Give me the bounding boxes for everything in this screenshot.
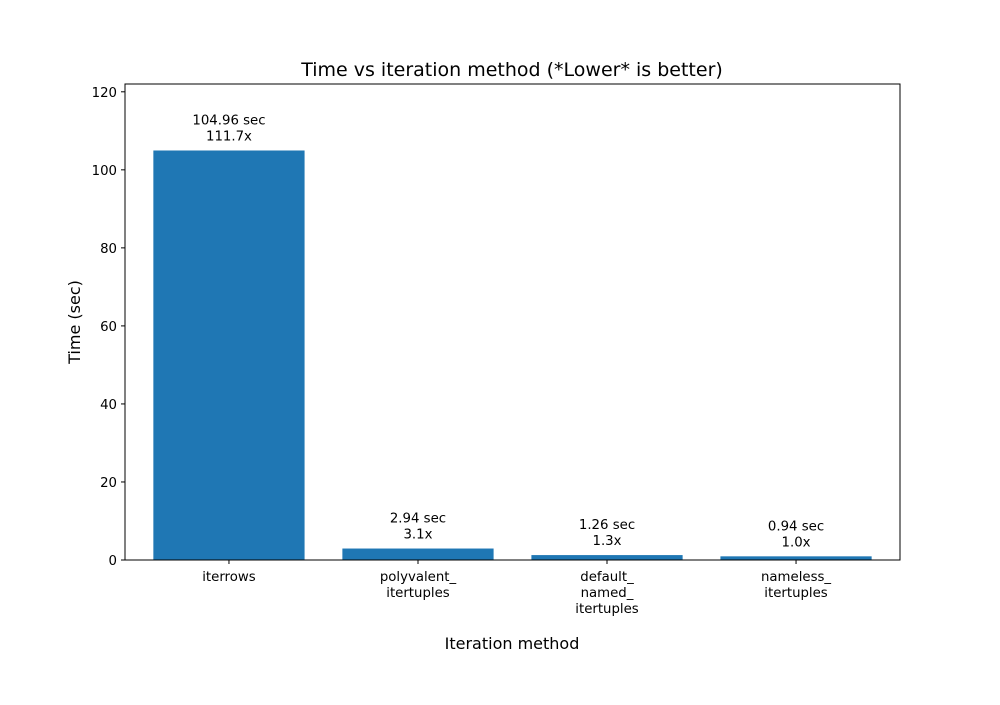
bar-data-label: 1.3x [593,534,622,549]
x-tick-label: itertuples [386,586,450,601]
bar [342,548,494,560]
y-tick-label: 20 [100,476,117,491]
bar-data-label: 1.26 sec [579,518,635,533]
x-tick-label: itertuples [764,586,828,601]
bar-data-label: 1.0x [782,535,811,550]
bar-data-label: 2.94 sec [390,512,446,527]
y-tick-label: 40 [100,398,117,413]
bar [153,150,305,560]
bar-data-label: 3.1x [403,528,432,543]
plot-frame [124,83,901,561]
x-tick-label: default_ [580,570,634,585]
y-tick-label: 120 [92,86,117,101]
x-tick-label: itertuples [575,602,639,617]
y-tick-label: 80 [100,242,117,257]
x-axis-title: Iteration method [445,634,580,653]
y-axis: 0 20 40 60 80 100 120 [92,86,125,569]
bar-data-label: 104.96 sec [192,113,265,128]
bars-layer [153,150,872,560]
x-tick-label: polyvalent_ [380,570,457,585]
y-tick-label: 60 [100,320,117,335]
x-tick-label: iterrows [202,570,256,585]
chart-title: Time vs iteration method (*Lower* is bet… [300,59,723,81]
bar [720,556,872,560]
bar-data-label: 111.7x [206,129,252,144]
bar-data-label: 0.94 sec [768,519,824,534]
x-tick-label: nameless_ [761,570,831,585]
bar [531,555,683,560]
x-axis: iterrows polyvalent_itertuplesdefault_nam… [202,560,831,617]
y-tick-label: 100 [92,164,117,179]
y-tick-label: 0 [109,554,117,569]
x-tick-label: named_ [581,586,634,601]
y-axis-title: Time (sec) [65,280,84,365]
